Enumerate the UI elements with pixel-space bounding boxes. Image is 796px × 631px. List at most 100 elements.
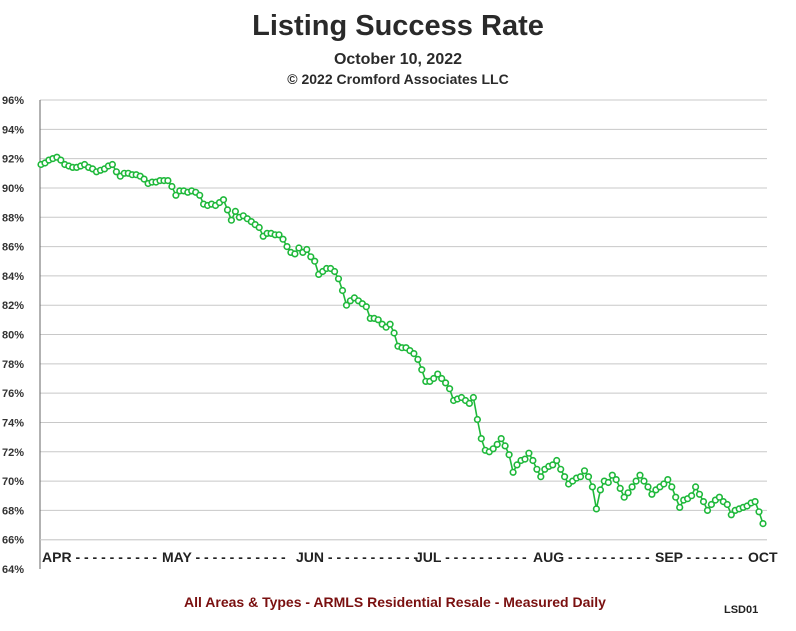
data-point: [140, 175, 148, 183]
data-point: [537, 473, 545, 481]
data-point: [414, 355, 422, 364]
y-tick-label: 64%: [2, 564, 24, 576]
data-point: [172, 191, 180, 199]
chart-subtitle: October 10, 2022: [334, 51, 462, 68]
data-point: [727, 511, 735, 519]
data-point: [410, 350, 418, 358]
data-point: [338, 286, 347, 295]
data-point: [521, 455, 529, 463]
data-point: [557, 465, 565, 473]
y-tick-label: 76%: [2, 388, 24, 400]
y-tick-label: 96%: [2, 95, 24, 107]
data-point: [644, 483, 652, 491]
data-point: [168, 182, 176, 191]
chart-title: Listing Success Rate: [252, 10, 544, 42]
y-tick-label: 86%: [2, 242, 24, 254]
data-point: [291, 250, 299, 258]
data-point: [196, 191, 204, 199]
data-point: [390, 329, 398, 337]
data-point: [219, 196, 228, 204]
data-point: [311, 257, 319, 265]
data-point: [648, 490, 656, 498]
data-point: [442, 379, 450, 387]
x-tick-label: JUL - - - - - - - - - -: [415, 549, 527, 565]
data-point: [580, 467, 589, 475]
data-point: [509, 468, 517, 476]
data-point: [751, 498, 759, 506]
y-tick-label: 66%: [2, 535, 24, 547]
y-tick-label: 88%: [2, 212, 24, 224]
data-point: [275, 231, 283, 239]
data-point: [283, 243, 291, 251]
data-point: [386, 320, 394, 328]
data-point: [477, 435, 485, 443]
x-tick-label: MAY - - - - - - - - - - -: [162, 549, 286, 565]
y-tick-label: 74%: [2, 417, 24, 429]
data-point: [279, 235, 287, 243]
data-point: [374, 316, 382, 324]
series-line: [40, 156, 764, 524]
data-point: [672, 493, 680, 501]
data-point: [525, 449, 533, 457]
data-point: [703, 506, 712, 515]
data-point: [497, 435, 505, 443]
data-point: [553, 456, 561, 465]
data-point: [362, 303, 370, 311]
data-point: [640, 477, 648, 485]
y-tick-label: 68%: [2, 505, 24, 517]
x-tick-label: JUN - - - - - - - - - - -: [296, 549, 418, 565]
data-point: [489, 445, 497, 453]
chart-code: LSD01: [724, 604, 758, 616]
data-point: [628, 483, 636, 491]
chart-copyright: © 2022 Cromford Associates LLC: [287, 71, 508, 87]
data-point: [636, 471, 644, 479]
axes: [39, 100, 767, 569]
data-point: [469, 393, 478, 402]
y-tick-label: 94%: [2, 124, 24, 136]
data-point: [608, 471, 616, 479]
data-point: [112, 168, 120, 176]
data-point: [295, 244, 303, 252]
data-point: [588, 483, 597, 491]
data-point: [533, 465, 541, 473]
data-point: [227, 216, 235, 224]
data-point: [624, 489, 632, 497]
y-tick-label: 82%: [2, 300, 24, 312]
data-point: [604, 478, 612, 487]
data-point: [529, 456, 537, 465]
data-point: [691, 483, 700, 491]
data-point: [759, 519, 767, 528]
data-point: [493, 440, 501, 449]
x-axis-tick-labels: APR - - - - - - - - - - MAY - - - - - - -…: [42, 549, 778, 565]
y-tick-label: 72%: [2, 447, 24, 459]
data-point: [231, 207, 239, 215]
gridlines: [40, 99, 767, 541]
data-point: [57, 156, 65, 164]
data-point: [549, 461, 557, 469]
data-point: [430, 374, 438, 383]
data-point: [438, 374, 446, 383]
data-point: [755, 508, 763, 516]
data-point: [307, 253, 315, 261]
data-point: [576, 473, 585, 481]
data-point: [446, 385, 454, 393]
data-point: [715, 493, 724, 501]
y-tick-label: 80%: [2, 330, 24, 342]
data-point: [695, 490, 704, 498]
data-point: [303, 245, 311, 254]
y-tick-label: 90%: [2, 183, 24, 195]
data-point: [501, 442, 509, 450]
data-point: [632, 477, 640, 485]
data-point: [560, 473, 569, 481]
data-point: [676, 503, 684, 512]
data-point: [434, 370, 442, 378]
data-point: [596, 486, 605, 494]
data-point: [668, 483, 676, 491]
data-point: [465, 399, 474, 408]
y-tick-label: 78%: [2, 359, 24, 371]
chart-footer-note: All Areas & Types - ARMLS Residential Re…: [184, 594, 606, 610]
data-point: [699, 498, 708, 506]
data-point: [723, 500, 731, 509]
data-point: [505, 451, 513, 459]
